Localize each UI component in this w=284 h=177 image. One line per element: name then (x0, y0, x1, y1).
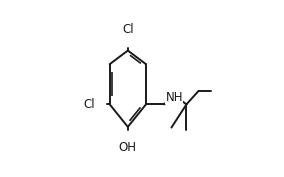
Text: Cl: Cl (122, 23, 134, 36)
Text: Cl: Cl (84, 98, 95, 111)
Text: NH: NH (165, 91, 183, 104)
Text: OH: OH (119, 141, 137, 155)
